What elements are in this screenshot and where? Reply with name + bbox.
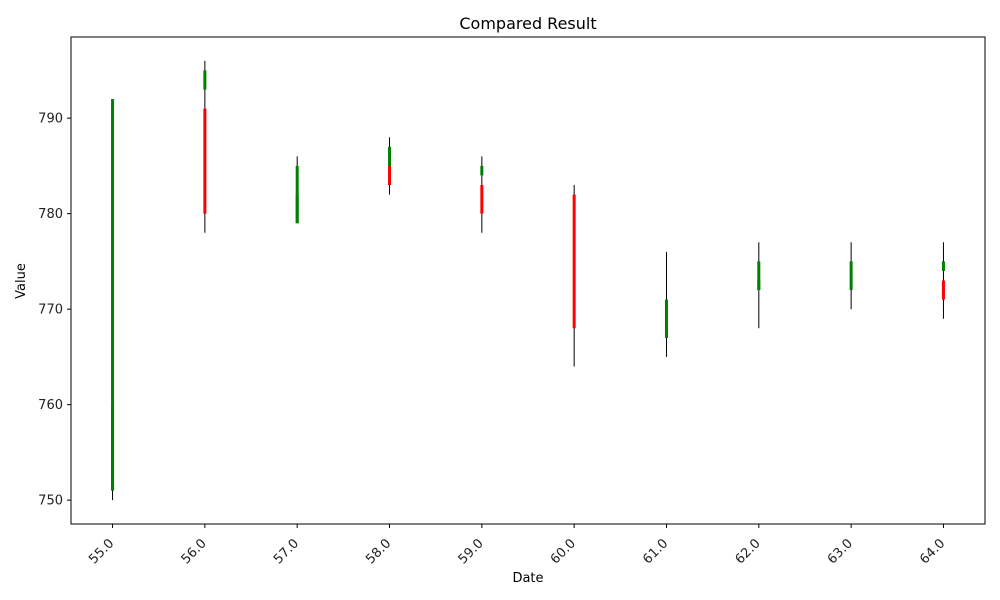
- candle-body-up: [941, 261, 945, 271]
- y-tick-label: 790: [38, 112, 63, 127]
- candle-body-up: [664, 328, 668, 338]
- candle-body-down: [388, 165, 392, 186]
- candle-body-down: [480, 185, 484, 214]
- candle-body-up: [111, 99, 115, 491]
- y-tick-label: 770: [38, 303, 63, 318]
- candle-body-up: [849, 261, 853, 271]
- candle-body-up: [295, 165, 299, 224]
- y-tick-label: 750: [38, 494, 63, 509]
- candle-body-down: [203, 108, 207, 214]
- y-tick-label: 760: [38, 398, 63, 413]
- candle-body-up: [388, 146, 392, 166]
- y-tick-label: 780: [38, 207, 63, 222]
- candle-body-down: [572, 194, 576, 329]
- candle-body-down: [941, 280, 945, 300]
- candle-body-up: [295, 194, 299, 224]
- candle-body-up: [111, 404, 115, 491]
- y-axis-title: Value: [14, 263, 29, 299]
- plot-frame: [70, 36, 986, 525]
- candle-body-up: [849, 270, 853, 291]
- plot-marks: [111, 60, 945, 501]
- x-axis-title: Date: [512, 571, 543, 586]
- y-axis: 750 760 770 780 790: [38, 112, 71, 509]
- candle-body-up: [757, 261, 761, 291]
- chart-title: Compared Result: [459, 14, 596, 33]
- candle-body-up: [203, 70, 207, 90]
- candle-body-up: [664, 299, 668, 338]
- candle-body-up: [480, 165, 484, 176]
